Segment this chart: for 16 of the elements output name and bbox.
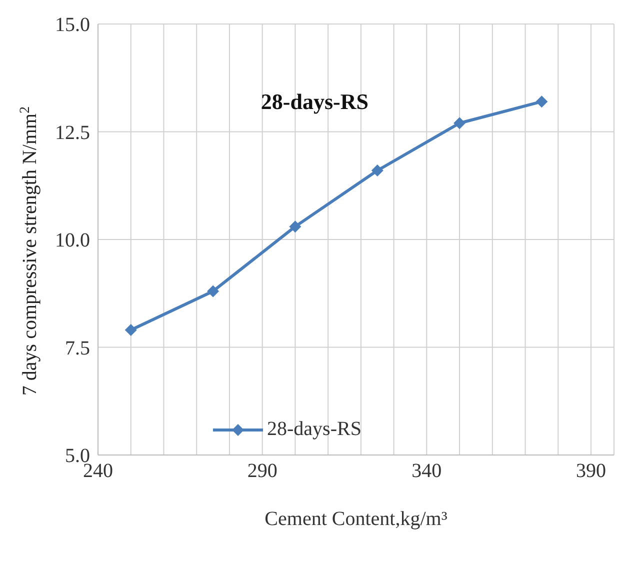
y-tick-label: 10.0 (55, 230, 90, 252)
x-tick-label: 340 (412, 460, 442, 482)
point (371, 164, 384, 177)
point (207, 285, 220, 298)
y-tick-label: 7.5 (65, 337, 90, 360)
x-tick-label: 290 (247, 460, 278, 482)
point (454, 117, 466, 130)
text: 28-days-RS (260, 89, 369, 114)
y-tick-label: 15.0 (55, 14, 90, 36)
point (536, 96, 548, 108)
x-tick-label: 390 (576, 460, 606, 482)
point (124, 324, 137, 336)
point (289, 220, 302, 233)
legend-label: 28-days-RS (267, 418, 362, 441)
y-tick-label: 12.5 (55, 122, 90, 144)
x-axis-title: Cement Content,kg/m³ (264, 508, 448, 530)
